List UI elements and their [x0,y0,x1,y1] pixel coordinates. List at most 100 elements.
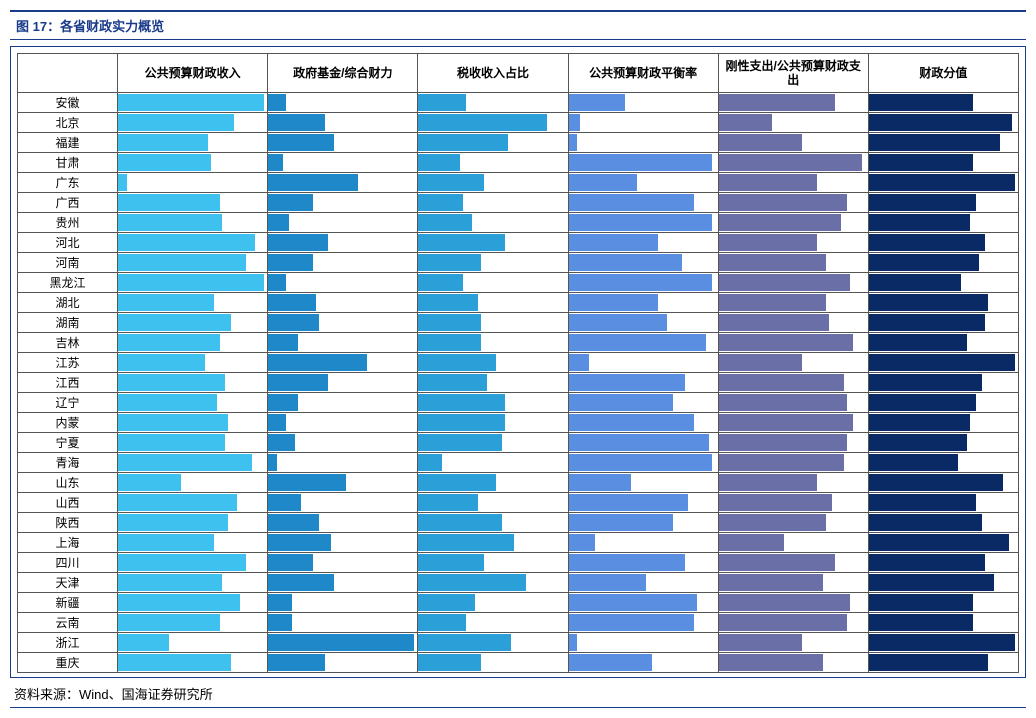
bar-c6 [869,634,1015,651]
bar-c6 [869,194,976,211]
bar-c4 [569,374,685,391]
province-label: 四川 [18,553,118,573]
bar-cell-c1 [118,333,268,353]
bar-c1 [118,134,207,151]
bar-cell-c4 [568,333,718,353]
bar-c5 [719,554,835,571]
bar-c1 [118,534,213,551]
bar-cell-c2 [268,393,418,413]
bar-cell-c6 [868,173,1018,193]
bar-c5 [719,334,853,351]
bar-c6 [869,114,1012,131]
bar-cell-c3 [418,253,568,273]
bar-cell-c4 [568,513,718,533]
bar-cell-c5 [718,613,868,633]
bar-c5 [719,354,803,371]
table-row: 广西 [18,193,1019,213]
bar-cell-c3 [418,93,568,113]
bar-c4 [569,574,647,591]
bar-c2 [268,234,328,251]
bar-cell-c6 [868,513,1018,533]
bar-c5 [719,274,850,291]
bar-cell-c2 [268,273,418,293]
bar-cell-c5 [718,213,868,233]
bar-cell-c3 [418,173,568,193]
table-row: 山西 [18,493,1019,513]
table-row: 云南 [18,613,1019,633]
bar-c2 [268,434,295,451]
bar-c6 [869,534,1009,551]
bar-cell-c6 [868,153,1018,173]
bar-cell-c5 [718,513,868,533]
bar-cell-c5 [718,553,868,573]
bar-cell-c5 [718,293,868,313]
bar-c3 [418,134,507,151]
bar-cell-c6 [868,333,1018,353]
bar-c2 [268,634,414,651]
bar-c3 [418,234,505,251]
table-body: 安徽北京福建甘肃广东广西贵州河北河南黑龙江湖北湖南吉林江苏江西辽宁内蒙宁夏青海山… [18,93,1019,673]
table-row: 山东 [18,473,1019,493]
bar-c1 [118,114,234,131]
bar-cell-c1 [118,533,268,553]
bar-c5 [719,514,826,531]
bar-c3 [418,394,505,411]
bar-c6 [869,134,1000,151]
bar-cell-c4 [568,653,718,673]
table-row: 贵州 [18,213,1019,233]
bar-cell-c4 [568,293,718,313]
bar-cell-c5 [718,373,868,393]
province-label: 甘肃 [18,153,118,173]
bar-cell-c1 [118,353,268,373]
figure-source: 资料来源：Wind、国海证券研究所 [10,682,1026,708]
province-label: 浙江 [18,633,118,653]
bar-c3 [418,154,460,171]
bar-c3 [418,494,478,511]
bar-cell-c4 [568,93,718,113]
bar-c6 [869,294,988,311]
bar-cell-c6 [868,533,1018,553]
bar-c5 [719,614,847,631]
bar-c4 [569,454,712,471]
bar-cell-c5 [718,153,868,173]
bar-cell-c3 [418,353,568,373]
bar-cell-c2 [268,253,418,273]
bar-cell-c5 [718,133,868,153]
bar-c1 [118,394,216,411]
table-row: 河南 [18,253,1019,273]
bar-c4 [569,414,694,431]
bar-cell-c6 [868,653,1018,673]
bar-c1 [118,234,255,251]
bar-c6 [869,394,976,411]
bar-c1 [118,374,225,391]
bar-c3 [418,454,442,471]
bar-cell-c3 [418,333,568,353]
bar-c4 [569,394,673,411]
province-label: 江西 [18,373,118,393]
bar-c4 [569,654,653,671]
bar-c4 [569,614,694,631]
province-label: 新疆 [18,593,118,613]
bar-c6 [869,494,976,511]
bar-cell-c2 [268,433,418,453]
bar-c5 [719,174,817,191]
bar-cell-c3 [418,113,568,133]
bar-c5 [719,574,823,591]
bar-cell-c5 [718,653,868,673]
bar-cell-c2 [268,573,418,593]
bar-cell-c5 [718,413,868,433]
table-row: 内蒙 [18,413,1019,433]
bar-cell-c5 [718,113,868,133]
bar-c2 [268,534,331,551]
bar-cell-c5 [718,353,868,373]
bar-cell-c5 [718,233,868,253]
province-label: 湖南 [18,313,118,333]
bar-cell-c2 [268,593,418,613]
bar-cell-c5 [718,393,868,413]
table-row: 安徽 [18,93,1019,113]
bar-c4 [569,274,712,291]
table-row: 吉林 [18,333,1019,353]
bar-cell-c2 [268,413,418,433]
bar-c4 [569,594,697,611]
bar-cell-c6 [868,193,1018,213]
